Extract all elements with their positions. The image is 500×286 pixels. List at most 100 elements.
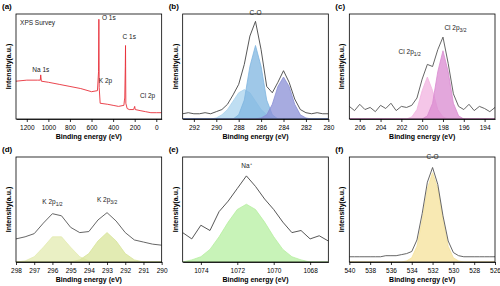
x-tick: 282: [301, 119, 312, 131]
peak-annotation: O 1s: [102, 14, 116, 21]
plot-area: 206204202200198196194Cl 2p1/2Cl 2p3/2: [349, 14, 495, 131]
y-axis-title: Intensity(a.u.): [5, 44, 13, 90]
x-axis: 120010008006004002000: [17, 119, 163, 131]
x-tick-label: 540: [344, 267, 355, 274]
x-tick-label: 200: [417, 124, 428, 131]
spectrum-line: [16, 213, 162, 246]
x-tick-mark: [16, 262, 17, 265]
panel: 292290288286284282280C-O(b)Binding energ…: [169, 2, 335, 141]
label-main: K 2p: [42, 198, 56, 206]
x-tick-label: 528: [469, 267, 480, 274]
x-tick-mark: [310, 262, 311, 265]
x-tick-mark: [474, 262, 475, 265]
x-tick: 200: [130, 119, 141, 131]
plot-frame: [16, 157, 162, 262]
x-tick-label: 284: [279, 124, 290, 131]
x-axis-line: [350, 262, 496, 263]
x-tick: 1000: [42, 119, 57, 131]
plot-frame: [183, 157, 329, 262]
spectrum-line: [183, 21, 329, 113]
x-tick: 540: [344, 262, 355, 274]
x-tick: 1070: [267, 262, 282, 274]
x-tick-mark: [443, 119, 444, 122]
x-tick-label: 198: [438, 124, 449, 131]
x-tick-label: 1070: [267, 267, 282, 274]
x-tick: 200: [417, 119, 428, 131]
x-axis: 298297296295294293292291290: [11, 262, 168, 274]
x-tick-label: 400: [108, 124, 119, 131]
x-axis-title: Binding energy (eV): [222, 133, 288, 141]
spectrum-line: [16, 19, 162, 112]
peak-annotation: Na 1s: [32, 66, 50, 73]
x-tick-label: 202: [396, 124, 407, 131]
x-tick-mark: [485, 119, 486, 122]
x-tick-mark: [194, 119, 195, 122]
x-tick-mark: [71, 262, 72, 265]
x-tick-mark: [433, 262, 434, 265]
peak-annotation: XPS Survey: [20, 19, 56, 27]
spectrum-line: [183, 176, 329, 241]
x-tick: 534: [407, 262, 418, 274]
x-tick-mark: [261, 119, 262, 122]
panel: 298297296295294293292291290K 2p1/2K 2p3/…: [2, 145, 168, 284]
x-tick: 532: [428, 262, 439, 274]
marks: [349, 37, 495, 119]
x-tick-mark: [422, 119, 423, 122]
plot-area: 292290288286284282280C-O: [183, 9, 335, 131]
x-tick-mark: [349, 262, 350, 265]
peak-annotation: Cl 2p: [140, 92, 156, 100]
x-tick: 294: [84, 262, 95, 274]
x-tick: 526: [490, 262, 500, 274]
marks: [349, 168, 495, 263]
x-tick: 194: [480, 119, 491, 131]
x-tick: 298: [11, 262, 22, 274]
x-tick-label: 291: [139, 267, 150, 274]
fit-component: [183, 46, 329, 120]
x-tick: 296: [47, 262, 58, 274]
x-tick-label: 1074: [194, 267, 209, 274]
x-tick-mark: [237, 262, 238, 265]
x-axis-title: Binding energy (eV): [56, 133, 122, 141]
x-tick-label: 1072: [231, 267, 246, 274]
x-tick-mark: [453, 262, 454, 265]
spectrum-line: [349, 37, 495, 112]
peak-annotation: C 1s: [123, 33, 137, 40]
x-tick-mark: [412, 262, 413, 265]
marks: [16, 213, 162, 262]
y-axis-title: Intensity(a.u.): [5, 187, 13, 233]
label-subscript: 1/2: [414, 51, 421, 57]
x-tick-mark: [464, 119, 465, 122]
marks: [183, 21, 329, 119]
x-tick: 292: [120, 262, 131, 274]
x-tick-label: 530: [448, 267, 459, 274]
x-tick: 196: [459, 119, 470, 131]
panel-label: (a): [2, 2, 12, 11]
marks: [183, 176, 329, 262]
plot-frame: [349, 157, 495, 262]
x-tick: 800: [65, 119, 76, 131]
x-tick-mark: [135, 119, 136, 122]
x-tick-mark: [370, 262, 371, 265]
x-tick: 528: [469, 262, 480, 274]
plot-area: 1074107210701068Na⁺: [183, 157, 329, 274]
x-tick: 286: [256, 119, 267, 131]
x-tick: 202: [396, 119, 407, 131]
x-tick-mark: [239, 119, 240, 122]
plot-area: 120010008006004002000XPS SurveyNa 1sO 1s…: [16, 14, 162, 131]
y-axis-title: Intensity(a.u.): [338, 187, 346, 233]
peak-annotation: K 2p: [99, 77, 113, 85]
x-tick-mark: [107, 262, 108, 265]
y-axis-title: Intensity(a.u.): [172, 187, 180, 233]
panel-label: (d): [2, 145, 13, 154]
label-subscript: 3/2: [460, 27, 467, 33]
x-tick: 295: [66, 262, 77, 274]
peak-annotation: Na⁺: [241, 162, 251, 169]
x-tick-mark: [52, 262, 53, 265]
x-tick-label: 290: [157, 267, 168, 274]
x-tick: 600: [87, 119, 98, 131]
x-tick-label: 298: [11, 267, 22, 274]
x-tick-label: 1200: [20, 124, 35, 131]
peak-annotation: K 2p3/2: [97, 196, 118, 205]
panel: 1074107210701068Na⁺(e)Binding energy (eV…: [169, 145, 329, 284]
panel-label: (e): [169, 145, 179, 154]
